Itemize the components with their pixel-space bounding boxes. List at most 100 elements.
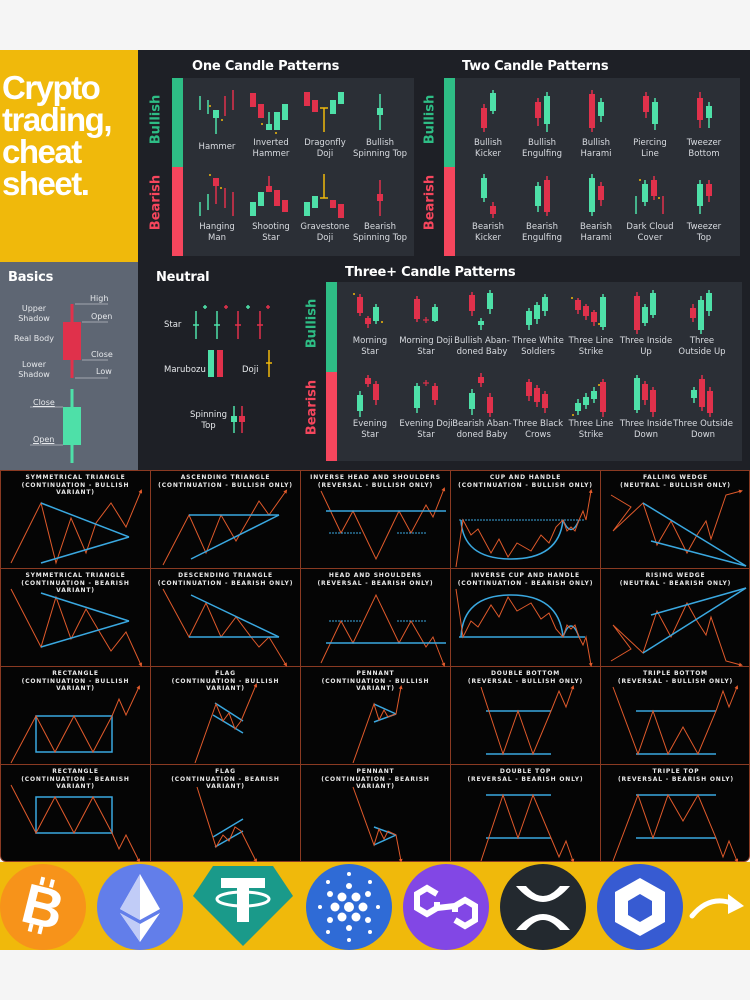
pattern-shooting-star: Shooting Star — [244, 172, 298, 244]
bitcoin-icon: B — [0, 864, 86, 950]
pennant-bearish-diagram-icon — [352, 786, 403, 863]
basics-title: Basics — [8, 270, 54, 285]
pattern-title: RECTANGLE (CONTINUATION - BEARISH VARIANT… — [21, 768, 130, 790]
pattern-title: FLAG (CONTINUATION - BULLISH VARIANT) — [171, 670, 280, 692]
bullish-bar — [444, 78, 455, 167]
pattern-label: Bullish Kicker — [473, 138, 503, 159]
upper-shadow-label: Upper Shadow — [18, 304, 50, 323]
pattern-tweezer-top: Tweezer Top — [677, 172, 731, 244]
tether-icon — [193, 864, 293, 950]
pattern-symmetrical-triangle-bullish: SYMMETRICAL TRIANGLE (CONTINUATION - BULL… — [1, 471, 151, 569]
bullish-kicker-candles-icon — [481, 90, 496, 132]
pattern-inverse-head-and-shoulders: INVERSE HEAD AND SHOULDERS (REVERSAL - BU… — [301, 471, 451, 569]
bullish-candle-anatomy-icon — [30, 389, 81, 463]
pattern-bearish-kicker: Bearish Kicker — [461, 172, 515, 244]
pattern-title: RISING WEDGE (NEUTRAL - BEARISH ONLY) — [619, 572, 732, 587]
pattern-rectangle-bullish: RECTANGLE (CONTINUATION - BULLISH VARIANT… — [1, 667, 151, 765]
pattern-cup-and-handle: CUP AND HANDLE (CONTINUATION - BULLISH ON… — [451, 471, 601, 569]
pattern-piercing-line: Piercing Line — [623, 88, 677, 160]
three-outside-up-candles-icon — [690, 290, 712, 334]
pattern-title: DESCENDING TRIANGLE (CONTINUATION - BEARI… — [157, 572, 294, 587]
pattern-label: Inverted Hammer — [252, 138, 290, 159]
chainlink-icon — [597, 864, 683, 950]
pattern-title: SYMMETRICAL TRIANGLE (CONTINUATION - BULL… — [21, 474, 130, 496]
bullish-bar — [326, 282, 337, 372]
pattern-three-outside-up: Three Outside Up — [671, 290, 733, 358]
morning-star-candles-icon — [353, 293, 383, 328]
real-body-label: Real Body — [14, 334, 54, 343]
bearish-candle-anatomy-icon — [63, 303, 108, 379]
pattern-evening-star: Evening Star — [343, 373, 397, 441]
bullish-spinning-top-candle-icon — [377, 94, 383, 130]
three-black-crows-candles-icon — [526, 379, 548, 413]
pattern-morning-star: Morning Star — [343, 290, 397, 358]
pattern-descending-triangle: DESCENDING TRIANGLE (CONTINUATION - BEARI… — [151, 569, 301, 667]
pattern-label: Dragonfly Doji — [304, 138, 346, 159]
pattern-gravestone-doji: Gravestone Doji — [298, 172, 352, 244]
candle-patterns-area: One Candle Patterns Bullish Bearish Hamm… — [138, 50, 750, 470]
bull-close-label: Close — [33, 398, 55, 407]
spinning-top-candles-icon — [231, 406, 245, 433]
pattern-label: Three White Soldiers — [512, 336, 564, 357]
pattern-title: DOUBLE BOTTOM (REVERSAL - BULLISH ONLY) — [467, 670, 584, 685]
pattern-title: HEAD AND SHOULDERS (REVERSAL - BEARISH ON… — [317, 572, 434, 587]
pattern-title: CUP AND HANDLE (CONTINUATION - BULLISH ON… — [458, 474, 593, 489]
flag-bullish-diagram-icon — [194, 683, 258, 764]
pattern-symmetrical-triangle-bearish: SYMMETRICAL TRIANGLE (CONTINUATION - BEAR… — [1, 569, 151, 667]
pattern-title: FALLING WEDGE (NEUTRAL - BULLISH ONLY) — [620, 474, 731, 489]
pattern-label: Bearish Aban- doned Baby — [452, 419, 512, 440]
lower-shadow-label: Lower Shadow — [18, 360, 50, 379]
rising-wedge-diagram-icon — [610, 587, 747, 667]
bullish-harami-candles-icon — [589, 90, 604, 132]
star-candles-icon — [193, 305, 270, 339]
gravestone-doji-candles-icon — [304, 174, 344, 218]
open-label: Open — [91, 312, 113, 321]
two-candle-title: Two Candle Patterns — [462, 59, 609, 74]
pattern-morning-doji-star: Morning Doji Star — [397, 290, 455, 358]
two-candle-bearish-label: Bearish — [422, 174, 438, 231]
polygon-icon — [403, 864, 489, 950]
inverted-hammer-candles-icon — [250, 93, 288, 134]
title-block: Crypto trading, cheat sheet. — [0, 50, 138, 262]
bullish-abandoned-baby-candles-icon — [469, 290, 493, 330]
shooting-star-candles-icon — [250, 176, 288, 216]
pattern-label: Dark Cloud Cover — [626, 222, 674, 243]
pattern-label: Morning Star — [352, 336, 388, 357]
pattern-label: Bullish Harami — [580, 138, 612, 159]
pattern-dark-cloud-cover: Dark Cloud Cover — [623, 172, 677, 244]
pattern-triple-bottom: TRIPLE BOTTOM (REVERSAL - BULLISH ONLY) — [601, 667, 750, 765]
neutral-spinning-top-label: Spinning Top — [190, 410, 228, 431]
pattern-bullish-harami: Bullish Harami — [569, 88, 623, 160]
bullish-engulfing-candles-icon — [535, 92, 550, 132]
pattern-hammer: Hammer — [190, 88, 244, 153]
triple-top-diagram-icon — [612, 793, 739, 863]
bearish-bar — [444, 167, 455, 256]
one-candle-bearish-label: Bearish — [148, 174, 164, 231]
three-line-strike-bullish-candles-icon — [571, 294, 606, 330]
bearish-kicker-candles-icon — [481, 174, 496, 218]
pattern-inverse-cup-and-handle: INVERSE CUP AND HANDLE (CONTINUATION - BE… — [451, 569, 601, 667]
pattern-title: TRIPLE TOP (REVERSAL - BEARISH ONLY) — [618, 768, 734, 783]
pattern-title: INVERSE CUP AND HANDLE (CONTINUATION - BE… — [457, 572, 594, 587]
pattern-inverted-hammer: Inverted Hammer — [244, 88, 298, 160]
pattern-three-line-strike-bearish: Three Line Strike — [563, 373, 619, 441]
pattern-rectangle-bearish: RECTANGLE (CONTINUATION - BEARISH VARIANT… — [1, 765, 151, 863]
chart-patterns-grid: SYMMETRICAL TRIANGLE (CONTINUATION - BULL… — [0, 470, 750, 863]
dark-cloud-cover-candles-icon — [635, 176, 664, 214]
pattern-hanging-man: Hanging Man — [190, 172, 244, 244]
pattern-double-bottom: DOUBLE BOTTOM (REVERSAL - BULLISH ONLY) — [451, 667, 601, 765]
one-candle-panel — [172, 78, 414, 256]
three-candle-bearish-label: Bearish — [304, 379, 320, 436]
pattern-label: Bullish Aban- doned Baby — [454, 336, 510, 357]
pattern-label: Shooting Star — [252, 222, 290, 243]
pattern-label: Bullish Engulfing — [521, 138, 563, 159]
pattern-double-top: DOUBLE TOP (REVERSAL - BEARISH ONLY) — [451, 765, 601, 863]
descending-triangle-diagram-icon — [162, 588, 288, 667]
pattern-bullish-spinning-top: Bullish Spinning Top — [350, 88, 410, 160]
pattern-title: TRIPLE BOTTOM (REVERSAL - BULLISH ONLY) — [617, 670, 734, 685]
next-arrow-icon — [689, 894, 744, 919]
pattern-label: Three Black Crows — [512, 419, 564, 440]
pattern-label: Three Inside Down — [619, 419, 673, 440]
bearish-bar — [172, 167, 183, 256]
pattern-three-outside-down: Three Outside Down — [671, 373, 735, 441]
